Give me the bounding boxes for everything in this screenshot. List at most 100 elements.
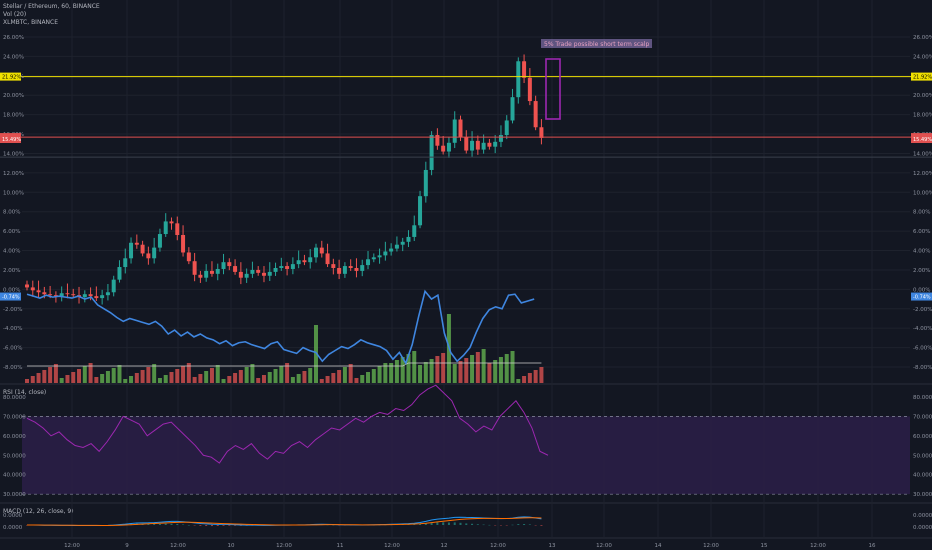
- time-axis: 12:00 9 12:00 10 12:00 11 12:00 12 12:00 13 12:00 1…: [64, 543, 876, 549]
- projection-box[interactable]: [545, 58, 561, 120]
- candle-body: [140, 244, 145, 254]
- right-price-badge-text: -0.74%: [913, 295, 931, 301]
- volume-bar: [475, 352, 480, 383]
- candle-body: [319, 247, 324, 254]
- volume-bar: [65, 375, 70, 383]
- time-tick: 12:00: [64, 543, 80, 549]
- volume-bar: [53, 364, 58, 383]
- candle-body: [198, 274, 203, 278]
- volume-bar: [325, 376, 330, 383]
- volume-bar: [238, 370, 243, 383]
- macd-histogram-bar: [459, 522, 462, 525]
- macd-histogram-bar: [228, 525, 231, 526]
- volume-bar: [227, 376, 232, 383]
- macd-histogram-bar: [540, 525, 543, 526]
- volume-bar: [285, 363, 290, 383]
- rsi-right-tick: 80.0000: [913, 395, 932, 401]
- macd-histogram-bar: [471, 523, 474, 525]
- volume-bar: [250, 364, 255, 383]
- volume-bar: [435, 356, 440, 383]
- time-tick: 12: [441, 543, 448, 549]
- macd-histogram-bar: [182, 524, 185, 525]
- volume-bar: [342, 367, 347, 383]
- volume-bar: [279, 366, 284, 383]
- volume-bar: [394, 360, 399, 383]
- left-price-badge: [0, 135, 21, 144]
- left-price-badge-text: -0.74%: [2, 295, 20, 301]
- candle-body: [446, 142, 451, 152]
- candle-body: [238, 271, 243, 278]
- rsi-left-tick: 60.0000: [3, 434, 26, 440]
- volume-bar: [423, 362, 428, 383]
- right-price-tick: 4.00%: [913, 249, 930, 255]
- candle-body: [285, 266, 290, 269]
- volume-bar: [493, 360, 498, 383]
- volume-bar: [244, 367, 249, 383]
- candle-body: [36, 290, 41, 293]
- left-price-badge: [0, 292, 21, 301]
- volume-bar: [256, 378, 261, 383]
- candle-body: [464, 136, 469, 151]
- candle-body: [302, 260, 307, 263]
- macd-histogram-bar: [216, 525, 219, 527]
- candle-body: [59, 293, 64, 297]
- right-price-badge-text: 21.92%: [913, 75, 932, 81]
- left-price-tick: 2.00%: [3, 268, 20, 274]
- left-price-badge: [0, 72, 21, 81]
- volume-bar: [429, 359, 434, 383]
- time-tick: 9: [125, 543, 129, 549]
- left-price-tick: 6.00%: [3, 229, 20, 235]
- candle-body: [493, 141, 498, 147]
- candle-body: [163, 221, 168, 235]
- candle-body: [423, 169, 428, 197]
- volume-bar: [42, 370, 47, 383]
- right-price-tick: 2.00%: [913, 268, 930, 274]
- volume-bar: [308, 368, 313, 383]
- macd-histogram-bar: [476, 524, 479, 525]
- time-tick: 14: [655, 543, 662, 549]
- volume-bar: [48, 367, 53, 383]
- candle-body: [65, 293, 70, 295]
- annotation-label-bg: [541, 39, 652, 48]
- macd-histogram-bar: [199, 525, 202, 526]
- volume-bar: [452, 364, 457, 383]
- rsi-pane: 80.0000 80.0000 70.0000 70.0000 60.0000 60.00…: [3, 384, 932, 498]
- macd-histogram-bar: [482, 524, 485, 526]
- volume-bar: [360, 375, 365, 383]
- candle-body: [487, 142, 492, 147]
- time-tick: 12:00: [384, 543, 400, 549]
- candle-body: [181, 235, 186, 253]
- volume-bar: [134, 373, 139, 383]
- candle-body: [510, 97, 515, 121]
- volume-bar: [209, 368, 214, 383]
- left-price-tick: 10.00%: [3, 190, 24, 196]
- volume-bar: [527, 373, 532, 383]
- candle-body: [308, 257, 313, 263]
- candle-body: [152, 247, 157, 259]
- volume-bar: [314, 325, 318, 383]
- candles: [25, 54, 544, 305]
- candle-body: [389, 248, 394, 252]
- right-price-tick: 24.00%: [913, 54, 932, 60]
- rsi-band: [22, 416, 910, 495]
- macd-histogram-bar: [523, 523, 526, 525]
- volume-bar: [487, 363, 492, 383]
- volume-bar: [418, 365, 423, 383]
- candle-body: [233, 266, 238, 272]
- macd-histogram-bar: [170, 523, 173, 525]
- macd-histogram-bar: [332, 524, 335, 526]
- candle-body: [412, 225, 417, 237]
- candle-body: [100, 295, 105, 299]
- macd-histogram-bar: [176, 524, 179, 525]
- macd-histogram-bar: [424, 523, 427, 525]
- macd-histogram-bar: [158, 523, 161, 525]
- rsi-right-tick: 40.0000: [913, 473, 932, 479]
- right-price-tick: -6.00%: [913, 346, 932, 352]
- candle-body: [429, 135, 434, 170]
- time-tick: 12:00: [276, 543, 292, 549]
- candle-body: [527, 77, 532, 102]
- candle-body: [227, 262, 232, 267]
- candle-body: [539, 127, 544, 138]
- volume-bar: [412, 351, 417, 383]
